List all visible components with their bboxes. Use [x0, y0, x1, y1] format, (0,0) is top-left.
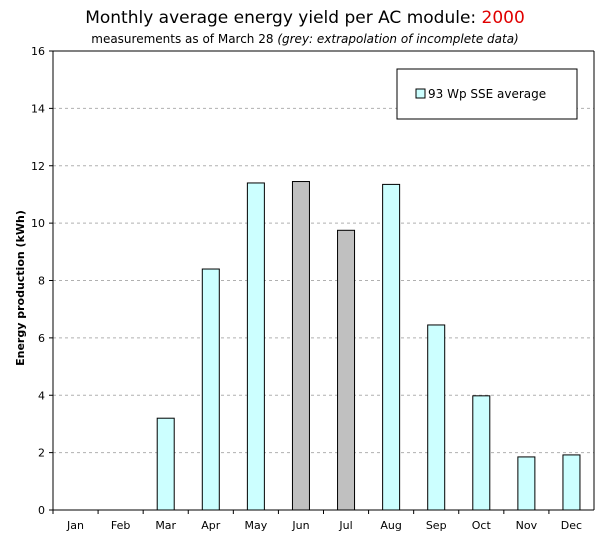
title-text: Monthly average energy yield per AC modu…	[85, 8, 482, 28]
legend-box	[396, 68, 578, 120]
y-tick-label: 12	[31, 160, 45, 173]
x-tick-labels: Jan Feb Mar Apr May Jun Jul Aug Sep Oct Nov Dec	[66, 519, 582, 532]
x-tick-label: Oct	[472, 519, 492, 532]
y-tick-label: 4	[38, 389, 45, 402]
legend: 93 Wp SSE average	[396, 68, 578, 120]
bar-oct	[472, 395, 491, 511]
bar-sep	[427, 324, 446, 511]
axes	[49, 50, 595, 514]
y-axis-label: Energy production (kWh)	[14, 210, 27, 366]
x-tick-label: Dec	[561, 519, 582, 532]
bar-mar	[156, 417, 175, 511]
x-tick-label: Jan	[66, 519, 84, 532]
x-tick-label: May	[245, 519, 268, 532]
legend-label: 93 Wp SSE average	[428, 87, 546, 101]
x-tick-label: Nov	[516, 519, 538, 532]
x-tick-label: Feb	[111, 519, 130, 532]
legend-swatch	[415, 88, 426, 99]
title-year: 2000	[481, 8, 525, 28]
bar-jul	[337, 229, 356, 511]
x-tick-label: Aug	[380, 519, 401, 532]
subtitle-text: measurements as of March 28	[91, 32, 278, 46]
x-tick-label: Jul	[338, 519, 352, 532]
bar-jun	[291, 181, 310, 511]
bar-dec	[562, 454, 581, 511]
x-tick-label: Sep	[426, 519, 447, 532]
y-tick-labels: 0 2 4 6 8 10 12 14 16	[31, 45, 45, 517]
bar-may	[246, 182, 265, 511]
x-tick-label: Jun	[291, 519, 309, 532]
y-tick-label: 2	[38, 447, 45, 460]
chart-title: Monthly average energy yield per AC modu…	[0, 8, 610, 28]
y-tick-label: 14	[31, 102, 45, 115]
bar-apr	[201, 268, 220, 511]
chart-subtitle: measurements as of March 28 (grey: extra…	[0, 32, 610, 46]
y-tick-label: 0	[38, 504, 45, 517]
x-tick-label: Mar	[155, 519, 176, 532]
y-tick-label: 16	[31, 45, 45, 58]
subtitle-note: (grey: extrapolation of incomplete data)	[277, 32, 519, 46]
bars	[156, 181, 581, 511]
y-tick-label: 6	[38, 332, 45, 345]
x-tick-label: Apr	[201, 519, 221, 532]
y-tick-label: 10	[31, 217, 45, 230]
bar-aug	[382, 183, 401, 511]
bar-nov	[517, 456, 536, 511]
y-tick-label: 8	[38, 275, 45, 288]
